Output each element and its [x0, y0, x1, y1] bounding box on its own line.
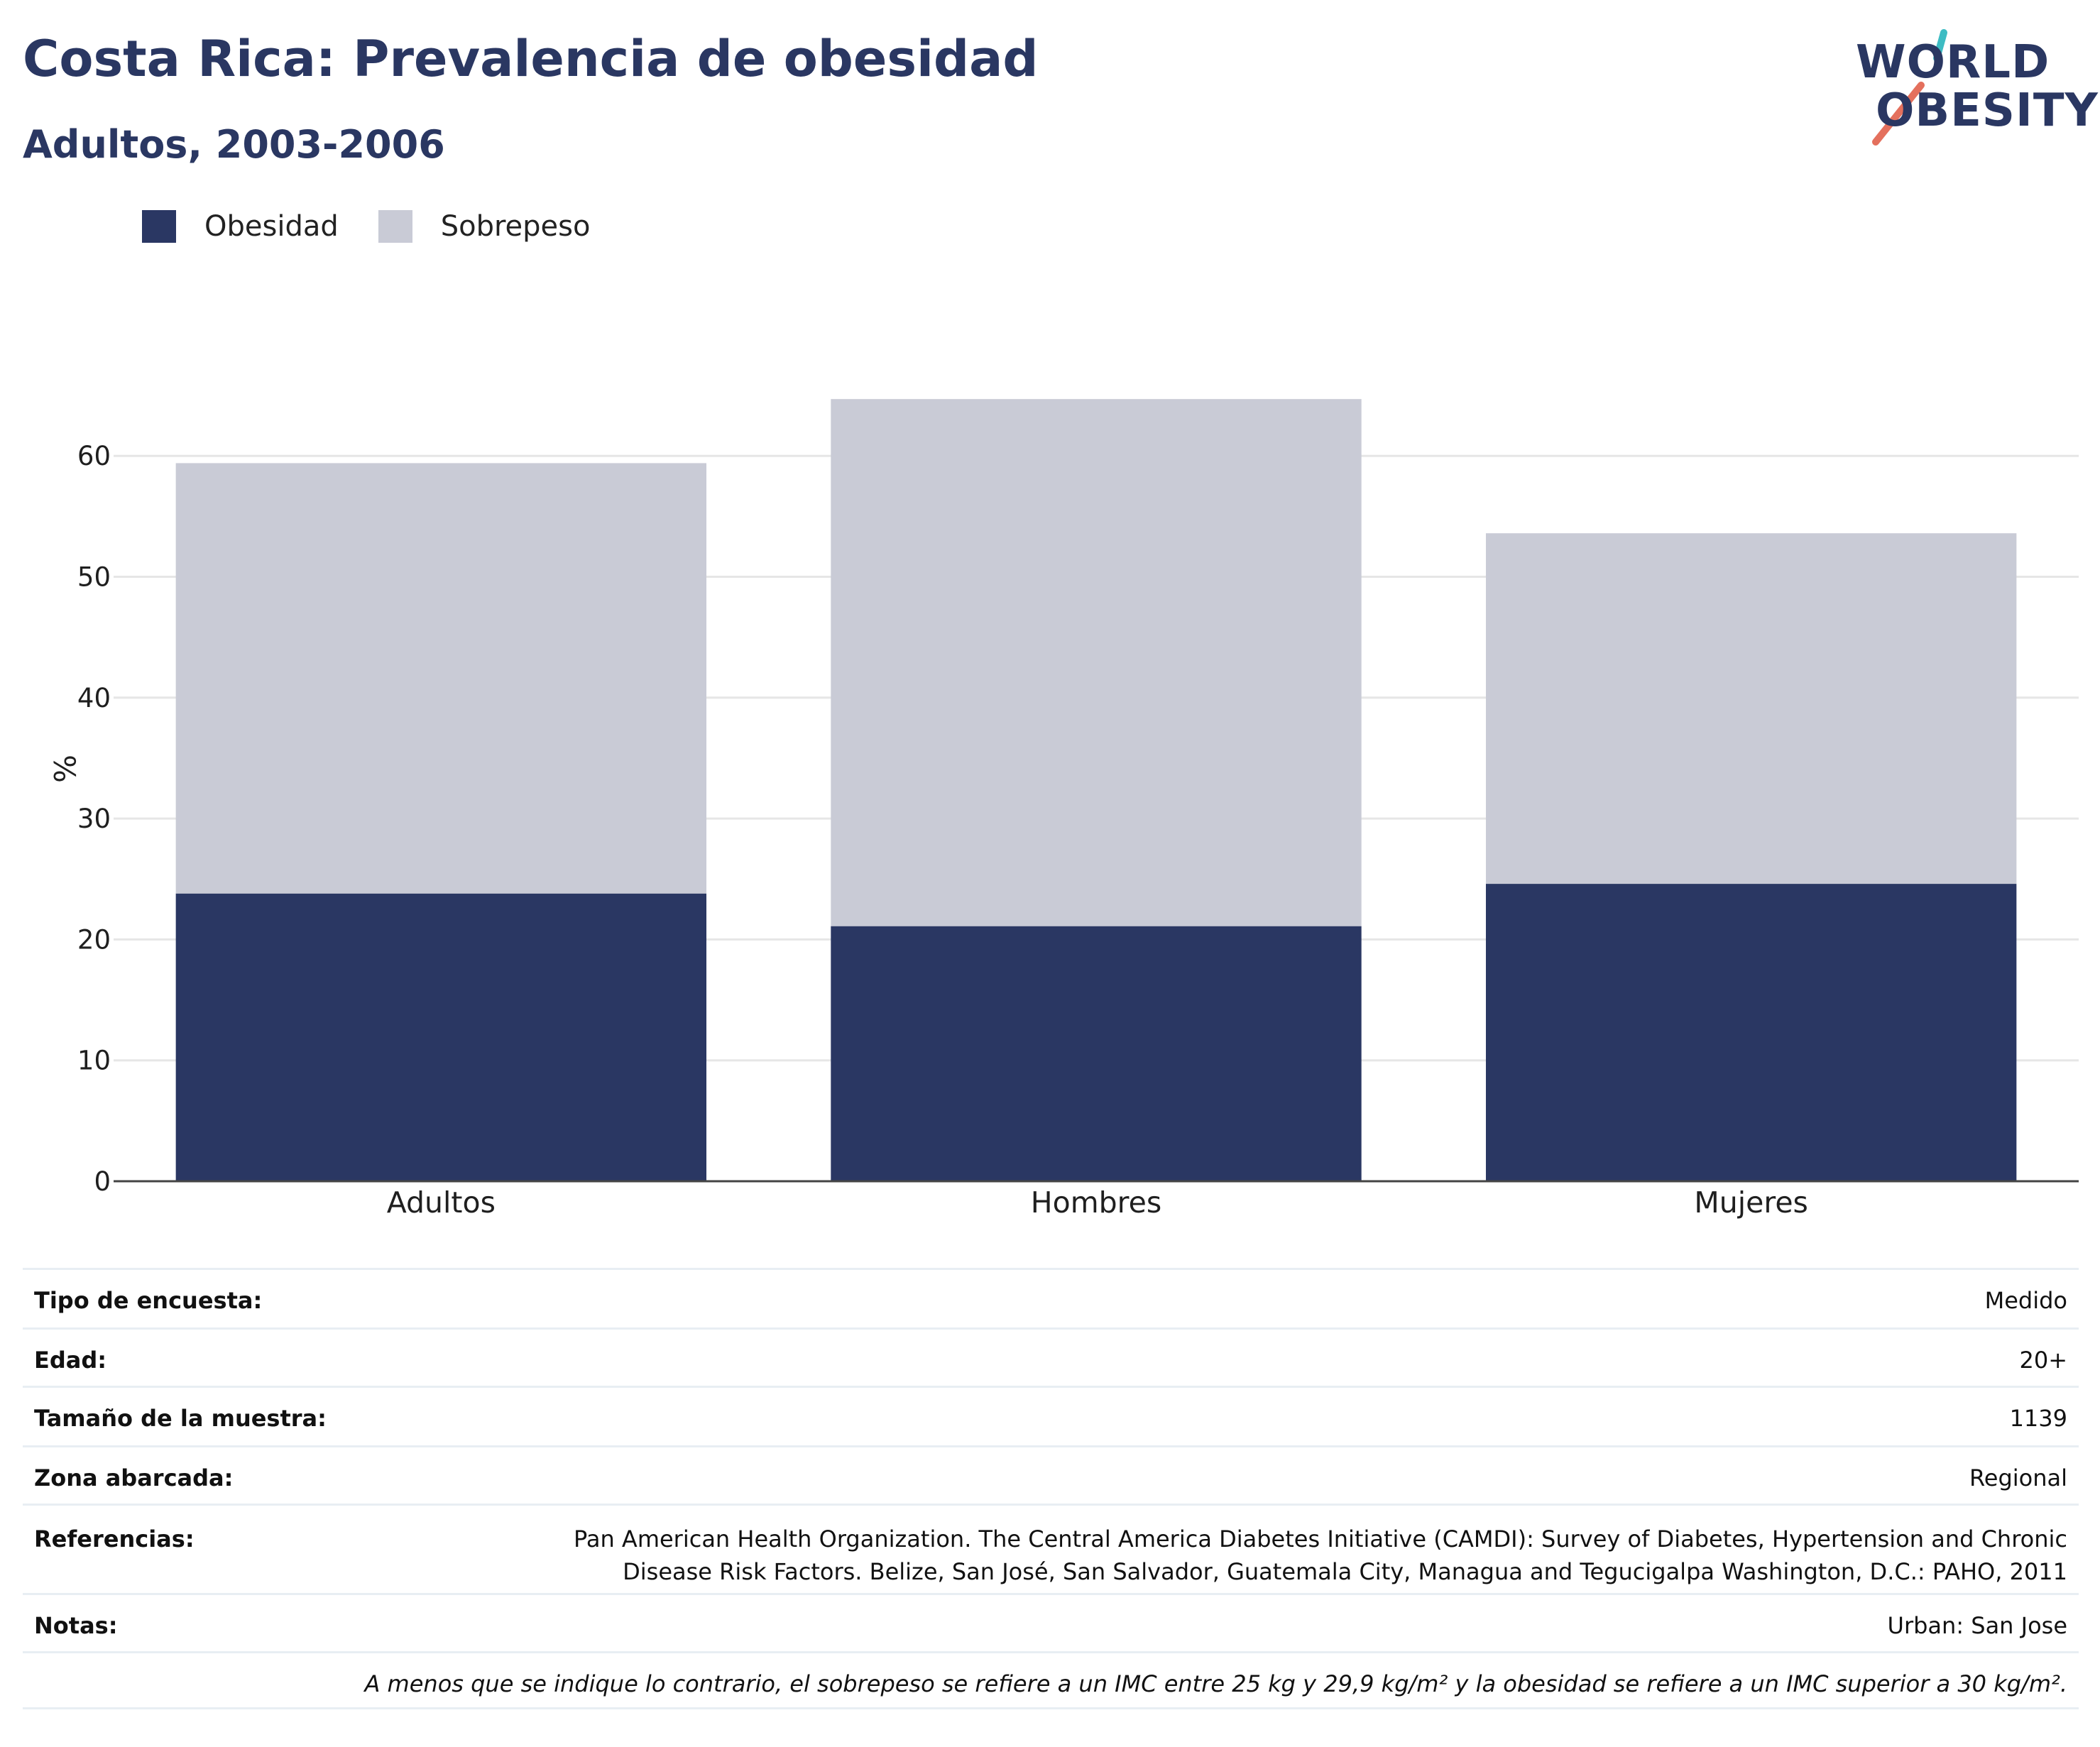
- logo-text-line1: WORLD: [1856, 36, 2050, 89]
- x-tick-label: Adultos: [387, 1185, 496, 1220]
- info-label: Edad:: [34, 1347, 107, 1374]
- info-label: Tipo de encuesta:: [34, 1287, 263, 1314]
- info-row-area: Zona abarcada: Regional: [23, 1445, 2079, 1504]
- info-row-sample-size: Tamaño de la muestra: 1139: [23, 1386, 2079, 1445]
- legend-label-sobrepeso: Sobrepeso: [440, 210, 591, 243]
- y-axis-label: %: [47, 755, 82, 783]
- y-tick-label: 60: [77, 441, 111, 471]
- legend-label-obesidad: Obesidad: [204, 210, 339, 243]
- info-row-age: Edad: 20+: [23, 1327, 2079, 1386]
- logo-slash-icon: [1872, 29, 1947, 146]
- x-tick-label: Mujeres: [1694, 1185, 1808, 1220]
- info-label: Referencias:: [34, 1526, 195, 1552]
- bar-obesidad-adultos: [175, 893, 707, 1181]
- footnote: A menos que se indique lo contrario, el …: [23, 1651, 2079, 1709]
- info-value: Regional: [1969, 1464, 2067, 1491]
- bar-obesidad-mujeres: [1485, 884, 2017, 1181]
- info-label: Zona abarcada:: [34, 1464, 234, 1491]
- info-value: 1139: [2009, 1405, 2067, 1432]
- info-value: Medido: [1984, 1287, 2067, 1314]
- info-row-notes: Notas: Urban: San Jose: [23, 1593, 2079, 1651]
- reference-line-2: Disease Risk Factors. Belize, San José, …: [623, 1558, 2067, 1585]
- legend-swatch-obesidad: [142, 210, 176, 243]
- legend-swatch-sobrepeso: [378, 210, 412, 243]
- y-tick-label: 10: [77, 1046, 111, 1076]
- chart-title: Costa Rica: Prevalencia de obesidad: [23, 30, 1039, 88]
- world-obesity-logo: WORLD OBESITY: [1853, 27, 2098, 155]
- legend-item-obesidad: Obesidad: [142, 210, 339, 243]
- chart-subtitle: Adultos, 2003-2006: [23, 122, 445, 167]
- x-tick-label: Hombres: [1031, 1185, 1161, 1220]
- bar-sobrepeso-hombres: [831, 399, 1362, 926]
- reference-line-1: Pan American Health Organization. The Ce…: [574, 1526, 2067, 1552]
- stacked-bar-chart: 0 10 20 30 40 50 60% Adultos Hombres Mujeres: [47, 399, 2079, 1220]
- chart-legend: Obesidad Sobrepeso: [142, 210, 630, 243]
- bar-sobrepeso-adultos: [175, 463, 707, 894]
- info-value: Pan American Health Organization. The Ce…: [574, 1523, 2067, 1588]
- info-value: 20+: [2019, 1347, 2067, 1374]
- bar-obesidad-hombres: [831, 926, 1362, 1181]
- y-tick-label: 20: [77, 924, 111, 955]
- y-tick-label: 50: [77, 562, 111, 593]
- logo-text-line2: OBESITY: [1876, 84, 2099, 137]
- y-tick-label: 30: [77, 804, 111, 834]
- info-row-references: Referencias: Pan American Health Organiz…: [23, 1504, 2079, 1593]
- info-label: Tamaño de la muestra:: [34, 1405, 327, 1432]
- info-value: Urban: San Jose: [1887, 1612, 2067, 1639]
- y-tick-label: 40: [77, 683, 111, 713]
- legend-item-sobrepeso: Sobrepeso: [378, 210, 591, 243]
- info-row-survey-type: Tipo de encuesta: Medido: [23, 1268, 2079, 1327]
- survey-info-table: Tipo de encuesta: Medido Edad: 20+ Tamañ…: [23, 1268, 2079, 1709]
- y-tick-label: 0: [94, 1166, 111, 1197]
- info-label: Notas:: [34, 1612, 118, 1639]
- bar-sobrepeso-mujeres: [1485, 533, 2017, 885]
